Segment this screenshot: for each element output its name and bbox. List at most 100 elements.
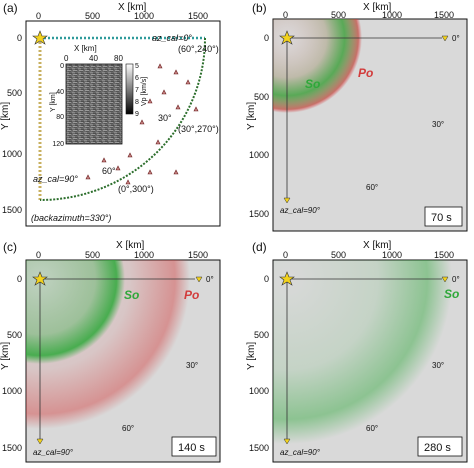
- inset-colorbar-ticks: 5 6 7 8 9: [135, 63, 139, 118]
- inset-y-tick: 40: [56, 89, 64, 96]
- panel-d-x-tick: 1500: [434, 250, 454, 260]
- panel-c-x-ticks: 0 500 1000 1500: [36, 250, 208, 260]
- colorbar-tick: 9: [135, 111, 139, 118]
- inset-y-tick: 80: [56, 114, 64, 121]
- label-30-deg: 30°: [432, 361, 444, 370]
- label-az-cal-90: az_cal=90°: [280, 448, 321, 457]
- panel-c-x-tick: 1000: [134, 250, 154, 260]
- panel-a-x-tick: 1500: [188, 11, 208, 21]
- label-60-deg: 60°: [366, 183, 378, 192]
- station-arc: [39, 37, 206, 201]
- panel-c-letter: (c): [3, 240, 17, 254]
- panel-a-y-ticks: 0 500 1000 1500: [2, 33, 22, 215]
- station-triangle: [147, 169, 153, 175]
- annotation-backazimuth: (backazimuth=330°): [31, 213, 111, 223]
- panel-b: (b) X [km] 0 500 1000 1500 0 500 1000 15…: [246, 1, 468, 232]
- station-triangle: [185, 79, 191, 85]
- panel-b-y-tick: 1000: [249, 150, 269, 160]
- inset-x-tick: 0: [64, 54, 69, 63]
- panel-b-x-tick: 1000: [382, 10, 402, 20]
- panel-b-x-label: X [km]: [363, 2, 392, 13]
- panel-d-x-tick: 0: [283, 250, 288, 260]
- panel-c-x-tick: 0: [36, 250, 41, 260]
- label-az-cal-90: az_cal=90°: [280, 206, 321, 215]
- annotation-deg-60: 60°: [102, 166, 116, 176]
- annotation-pair-60-240: (60°,240°): [178, 44, 219, 54]
- panel-a-frame: [25, 20, 221, 227]
- station-triangle: [193, 106, 199, 112]
- receiver-triangle-icon: [36, 438, 44, 445]
- panel-c-y-tick: 0: [17, 274, 22, 284]
- inset-map: [65, 63, 123, 145]
- time-label: 70 s: [431, 212, 452, 224]
- station-triangle: [125, 179, 131, 185]
- time-box: [424, 206, 463, 227]
- inset-y-tick: 120: [52, 141, 64, 148]
- panel-a-x-tick: 0: [36, 11, 41, 21]
- receiver-triangle-icon: [283, 438, 291, 445]
- panel-d-y-tick: 1000: [249, 386, 269, 396]
- inset-x-ticks: 0 40 80: [64, 54, 123, 63]
- label-30-deg: 30°: [432, 120, 444, 129]
- panel-d-letter: (d): [252, 240, 267, 254]
- colorbar-tick: 5: [135, 63, 139, 70]
- panel-d-x-tick: 1000: [382, 250, 402, 260]
- scattered-stations: [85, 63, 199, 185]
- time-label: 280 s: [424, 442, 451, 454]
- label-po: Po: [358, 66, 373, 80]
- label-0-deg: 0°: [452, 34, 460, 43]
- colorbar-tick: 6: [135, 75, 139, 82]
- panel-a-letter: (a): [3, 1, 18, 15]
- source-star-icon: [32, 271, 48, 286]
- inset-y-ticks: 0 40 80 120: [52, 63, 64, 148]
- panel-a-x-tick: 500: [85, 11, 100, 21]
- panel-c-x-label: X [km]: [116, 240, 145, 251]
- panel-a-y-tick: 1000: [2, 149, 22, 159]
- station-triangle: [85, 174, 91, 180]
- station-triangle: [173, 69, 179, 75]
- panel-d-x-label: X [km]: [363, 240, 392, 251]
- panel-a-x-tick: 1000: [134, 11, 154, 21]
- label-so: So: [124, 288, 139, 302]
- label-30-deg: 30°: [186, 361, 198, 370]
- panel-b-x-ticks: 0 500 1000 1500: [283, 10, 454, 20]
- panel-d-x-tick: 500: [331, 250, 346, 260]
- inset-velocity-model: X [km] 0 40 80 0 40 80 120 Y [km] 5 6 7 …: [50, 44, 148, 148]
- inset-x-tick: 40: [89, 54, 98, 63]
- annotation-pair-30-270: (30°,270°): [178, 124, 219, 134]
- colorbar-tick: 7: [135, 87, 139, 94]
- station-triangle: [157, 63, 163, 69]
- source-star-icon: [32, 30, 48, 45]
- label-so: So: [305, 77, 320, 91]
- station-triangle: [101, 157, 107, 163]
- station-triangle: [161, 89, 167, 95]
- panel-b-y-label: Y [km]: [246, 102, 257, 130]
- inset-x-label: X [km]: [74, 44, 97, 53]
- panel-b-x-tick: 0: [283, 10, 288, 20]
- inset-x-tick: 80: [114, 54, 123, 63]
- receiver-triangle-icon: [195, 276, 203, 283]
- time-box: [417, 436, 463, 457]
- panel-c: (c) X [km] 0 500 1000 1500 0 500 1000 15…: [0, 240, 221, 463]
- label-po: Po: [184, 288, 199, 302]
- time-label: 140 s: [178, 442, 205, 454]
- station-triangle: [173, 169, 179, 175]
- label-60-deg: 60°: [122, 424, 134, 433]
- panel-b-x-tick: 1500: [434, 10, 454, 20]
- annotation-az-cal-90: az_cal=90°: [33, 174, 78, 184]
- panel-a-y-tick: 1500: [2, 205, 22, 215]
- panel-c-y-label: Y [km]: [0, 342, 11, 370]
- panel-b-y-tick: 1500: [249, 209, 269, 219]
- label-0-deg: 0°: [206, 275, 214, 284]
- panel-b-x-tick: 500: [331, 10, 346, 20]
- panel-b-letter: (b): [252, 1, 267, 15]
- panel-c-x-tick: 1500: [188, 250, 208, 260]
- panel-d-wavefield: [273, 260, 452, 444]
- panel-a-x-label: X [km]: [118, 2, 147, 13]
- inset-colorbar: [125, 63, 134, 115]
- s-wave-front: [273, 260, 452, 444]
- panel-b-y-ticks: 0 500 1000 1500: [249, 33, 269, 219]
- panel-c-y-ticks: 0 500 1000 1500: [2, 274, 22, 453]
- source-star-icon: [279, 30, 295, 45]
- station-triangle: [155, 139, 161, 145]
